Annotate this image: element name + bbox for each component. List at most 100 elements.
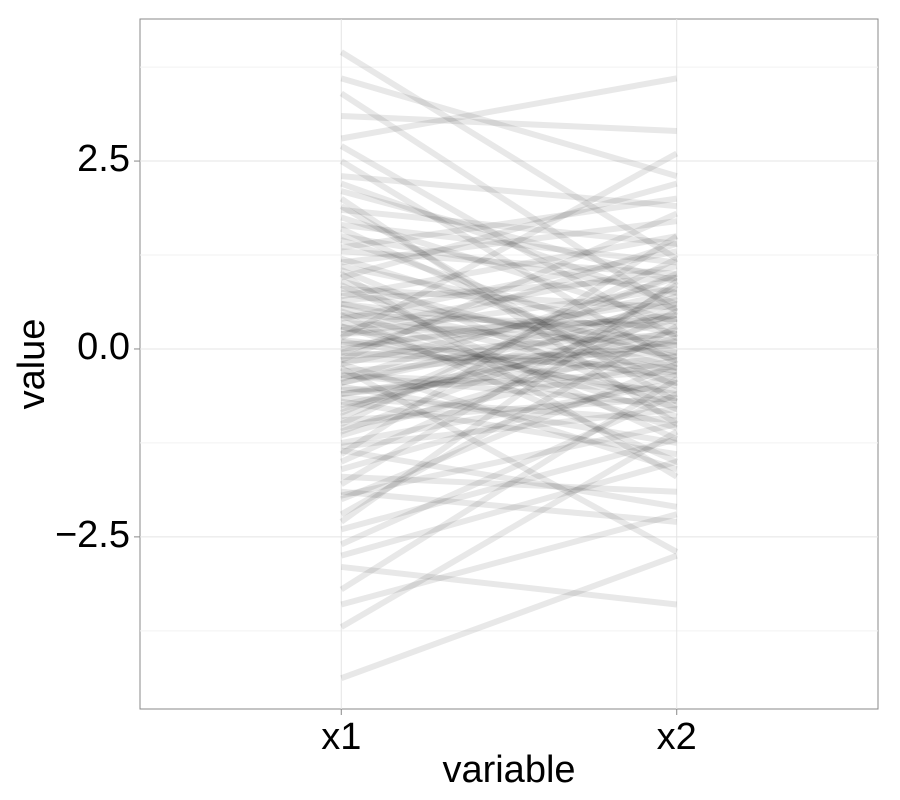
observation-line: [340, 447, 678, 510]
observation-line: [341, 112, 677, 134]
observation-line: [340, 214, 678, 326]
x-tick-label: x1: [321, 716, 361, 758]
observation-line: [340, 336, 678, 379]
observation-line: [340, 383, 678, 446]
x-tick-label: x2: [657, 716, 697, 758]
observation-line: [340, 308, 678, 420]
observation-line: [340, 180, 678, 307]
observation-line: [340, 297, 678, 352]
observation-line: [340, 248, 678, 322]
observation-line: [340, 285, 678, 337]
plot-area: [139, 18, 879, 710]
observation-line: [341, 372, 677, 394]
observation-line: [341, 248, 677, 277]
observation-line: [339, 282, 679, 487]
observation-line: [341, 330, 677, 360]
observation-line: [339, 256, 679, 427]
observation-line: [341, 285, 677, 311]
observation-line: [341, 473, 677, 495]
observation-line: [340, 240, 678, 356]
observation-line: [339, 158, 679, 367]
observation-line: [339, 150, 679, 341]
observation-line: [340, 206, 678, 247]
observation-line: [340, 372, 678, 473]
observation-line: [340, 379, 678, 446]
observation-line: [340, 289, 678, 367]
observation-line: [340, 195, 678, 251]
observation-line: [340, 458, 678, 559]
observation-line: [340, 263, 678, 334]
observation-line: [340, 75, 678, 179]
observation-line: [340, 312, 678, 465]
observation-line: [340, 406, 678, 450]
observation-line: [340, 255, 678, 364]
observation-line: [340, 361, 678, 473]
observation-line: [340, 267, 678, 412]
observation-line: [339, 376, 679, 593]
y-axis-title: value: [11, 319, 53, 410]
x-axis-title: variable: [442, 749, 575, 791]
observation-line: [340, 391, 678, 548]
observation-line: [341, 319, 677, 349]
observation-line: [341, 372, 677, 409]
observation-line: [341, 315, 677, 337]
observation-line: [340, 353, 678, 398]
observation-line: [340, 327, 678, 409]
observation-line: [340, 304, 678, 386]
observation-line: [340, 300, 678, 345]
y-tick-label: −2.5: [55, 514, 130, 556]
observation-line: [341, 394, 677, 424]
observation-line: [340, 221, 678, 266]
observation-line: [339, 49, 679, 262]
observation-line: [339, 203, 679, 405]
observation-line: [340, 304, 678, 435]
observation-line: [340, 312, 678, 386]
observation-line: [340, 421, 678, 499]
observation-line: [340, 75, 678, 142]
observation-line: [339, 278, 679, 525]
observation-line: [341, 394, 677, 424]
observation-line: [341, 488, 677, 525]
observation-line: [339, 233, 679, 457]
observation-line: [339, 196, 679, 427]
observation-line: [339, 225, 679, 390]
observation-line: [341, 342, 677, 375]
observation-line: [341, 349, 677, 371]
observation-line: [340, 218, 678, 266]
observation-line: [340, 334, 678, 439]
observation-line: [341, 173, 677, 210]
observation-line: [340, 293, 678, 420]
observation-line: [340, 237, 678, 356]
observation-line: [340, 398, 678, 458]
observation-line: [340, 300, 678, 375]
observation-line: [340, 563, 678, 608]
observation-line: [340, 282, 678, 442]
observation-line: [340, 188, 678, 285]
observation-line: [339, 323, 679, 517]
observation-line: [340, 271, 678, 416]
observation-line: [340, 308, 678, 465]
observation-line: [340, 210, 678, 363]
observation-line: [339, 271, 679, 480]
observation-line: [340, 300, 678, 386]
observation-line: [341, 312, 677, 330]
observation-line: [340, 263, 678, 337]
observation-line: [340, 323, 678, 405]
observation-line: [340, 323, 678, 431]
y-tick-label: 2.5: [77, 138, 130, 180]
observation-line: [340, 289, 678, 360]
observation-line: [339, 429, 679, 630]
observation-line: [340, 316, 678, 412]
observation-line: [340, 274, 678, 382]
observation-line: [341, 349, 677, 364]
observation-line: [340, 338, 678, 398]
observation-line: [341, 274, 677, 304]
observation-line: [339, 365, 679, 555]
observation-line: [340, 361, 678, 503]
observation-line: [340, 338, 678, 398]
observation-line: [340, 180, 678, 281]
observation-line: [340, 357, 678, 431]
observation-line: [339, 90, 679, 314]
observation-line: [341, 368, 677, 394]
